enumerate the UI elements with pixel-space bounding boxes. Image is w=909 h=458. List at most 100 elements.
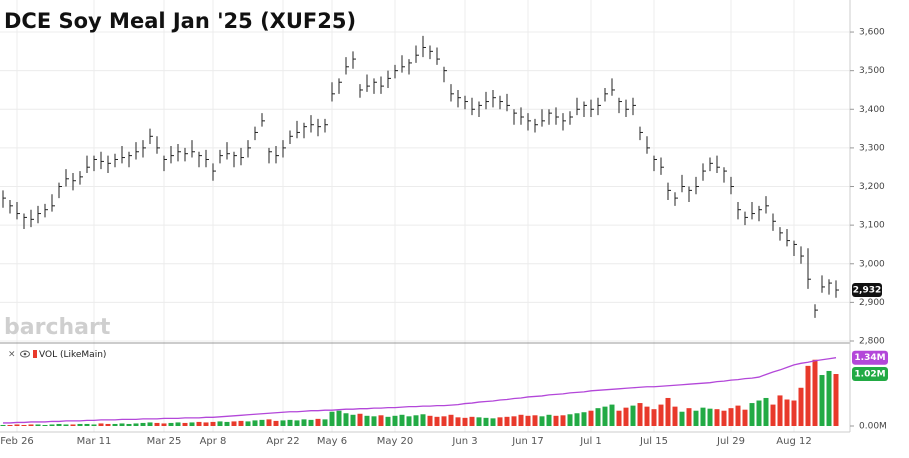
volume-bar [273,420,279,426]
volume-bar [812,359,818,426]
volume-bar [0,424,6,426]
volume-bar [686,408,692,426]
eye-icon[interactable] [20,350,30,358]
volume-bar [658,404,664,426]
volume-bar [483,417,489,426]
volume-bar [756,400,762,426]
volume-bar [567,414,573,426]
volume-bar [161,423,167,426]
volume-bar [133,423,139,426]
y-tick-label: 3,500 [859,66,885,76]
volume-bar [560,415,566,426]
volume-bar [476,417,482,426]
volume-bar [434,416,440,426]
volume-bar [546,414,552,426]
volume-bar [7,424,13,426]
volume-bar [343,413,349,426]
volume-bar [231,421,237,426]
y-tick-label: 2,900 [859,298,885,308]
volume-bar [637,403,643,426]
volume-bar [210,421,216,426]
volume-bar [791,400,797,426]
volume-bar [525,415,531,426]
y-tick-label: 3,400 [859,105,885,115]
volume-bar [455,417,461,426]
x-tick-label: Jun 17 [511,436,544,447]
volume-bar [490,418,496,426]
x-tick-label: Apr 8 [200,436,227,447]
x-tick-label: Jul 29 [716,436,745,447]
volume-bar [147,422,153,426]
volume-bar [217,421,223,426]
volume-bar [406,416,412,426]
volume-bar [287,419,293,426]
volume-bar [728,408,734,426]
volume-bar [308,419,314,426]
volume-bar [280,420,286,426]
volume-bar [357,413,363,426]
volume-bar [784,399,790,426]
volume-bar [644,406,650,426]
close-icon[interactable]: × [8,350,16,360]
volume-bar [679,411,685,426]
volume-bar [497,417,503,426]
volume-bar [539,416,545,426]
last-price-box [852,283,882,298]
volume-bar [63,424,69,426]
last-price-label: 2,932 [853,286,881,296]
volume-bar [532,415,538,426]
volume-bar [28,424,34,426]
volume-bar [154,422,160,426]
volume-bar [707,408,713,426]
volume-bar [126,423,132,426]
line-last-label: 1.34M [854,353,885,363]
volume-bar [56,423,62,426]
volume-bar [770,404,776,426]
volume-bar [833,374,839,426]
x-tick-label: Apr 22 [266,436,299,447]
x-tick-label: May 20 [377,436,414,447]
grid [0,0,850,432]
volume-bar [105,423,111,426]
x-tick-label: Mar 11 [77,436,112,447]
volume-bar [777,395,783,426]
y-tick-label: 0.00M [859,422,887,432]
volume-bar [378,415,384,426]
volume-bar [742,409,748,426]
volume-bar [448,414,454,426]
volume-bar [259,419,265,426]
volume-bar [322,419,328,426]
volume-bar [602,406,608,426]
y-tick-label: 2,800 [859,337,885,347]
volume-bar [84,423,90,426]
volume-bar [168,422,174,426]
volume-bar [749,403,755,426]
y-tick-label: 3,300 [859,143,885,153]
volume-bar [630,405,636,426]
x-tick-label: May 6 [317,436,347,447]
volume-bar [196,421,202,426]
volume-bar [189,422,195,426]
volume-bar [735,405,741,426]
volume-bar [238,420,244,426]
volume-bar [182,422,188,426]
volume-bar [819,375,825,426]
volume-bar [504,416,510,426]
volume-bar [350,414,356,426]
volume-bar [175,422,181,426]
volume-bar [665,397,671,426]
volume-bar [469,416,475,426]
volume-bar [826,370,832,426]
legend-label: VOL (LikeMain) [39,350,106,360]
volume-bar [371,416,377,426]
volume-bar [35,424,41,426]
volume-bar [511,416,517,426]
volume-bar [700,407,706,426]
volume-bar [798,387,804,426]
volume-bar [574,413,580,426]
volume-bar [595,408,601,426]
volume-bar [693,410,699,426]
volume-bar [581,412,587,426]
volume-bar [14,424,20,426]
volume-bar [441,416,447,426]
